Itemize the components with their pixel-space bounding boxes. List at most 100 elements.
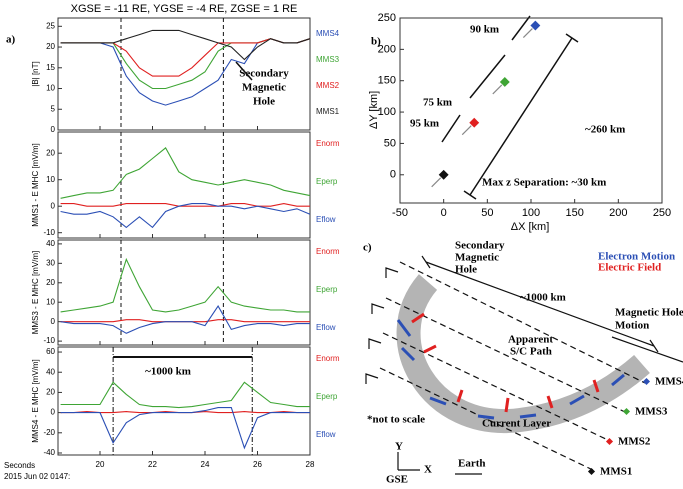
x-axis-label: ΔX [km] xyxy=(511,221,550,233)
x-tick-label: 200 xyxy=(609,207,627,219)
annotation-arrow xyxy=(235,61,253,81)
series-line xyxy=(60,29,311,61)
diagram-label: Electron Motion xyxy=(598,251,675,263)
y-axis-label: MMS1 - E MHC [mV/m] xyxy=(31,143,40,227)
y-tick-label: 250 xyxy=(378,12,396,24)
x-tick-label: 250 xyxy=(653,207,671,219)
y-tick-label: 40 xyxy=(46,239,55,248)
diagram-label: Magnetic Hole xyxy=(615,307,683,319)
diagram-label: ~1000 km xyxy=(520,292,566,304)
series-line xyxy=(60,257,310,313)
x-tick-label: -50 xyxy=(392,207,408,219)
legend-label: Enorm xyxy=(316,247,340,256)
annotation: Secondary xyxy=(239,68,289,80)
y-tick-label: 0 xyxy=(390,169,396,181)
diagram-label: MMS4 xyxy=(655,376,683,388)
series-line xyxy=(60,147,311,199)
x-tick-label: 0 xyxy=(441,207,447,219)
legend-label: MMS4 xyxy=(316,29,340,38)
spacecraft-marker xyxy=(622,407,631,416)
diagram-label: Secondary xyxy=(455,240,505,252)
x-tick-label: 26 xyxy=(253,460,262,469)
diagram-label: Magnetic xyxy=(455,252,499,264)
legend-label: Eperp xyxy=(316,285,338,294)
annotation: ~1000 km xyxy=(145,366,191,378)
annotation: Max z Separation: ~30 km xyxy=(482,177,606,189)
y-tick-label: 60 xyxy=(46,347,55,356)
y-tick-label: 25 xyxy=(46,21,55,30)
spacecraft-marker xyxy=(642,377,651,386)
diagram-label: MMS3 xyxy=(635,406,668,418)
spacecraft-marker xyxy=(587,467,596,476)
y-tick-label: -10 xyxy=(43,228,55,237)
x-tick-label: 50 xyxy=(481,207,493,219)
y-tick-label: -20 xyxy=(43,428,55,437)
y-tick-label: 10 xyxy=(46,297,55,306)
legend-label: Eperp xyxy=(316,392,338,401)
legend-label: Eflow xyxy=(316,215,336,224)
series-line xyxy=(60,381,310,409)
diagram-label: Electric Field xyxy=(598,262,661,274)
legend-label: Eperp xyxy=(316,177,338,186)
spacecraft-point xyxy=(438,169,449,180)
spacecraft-point xyxy=(530,20,541,31)
legend-label: Enorm xyxy=(316,354,340,363)
motion-arrow xyxy=(492,84,503,95)
annotation: 90 km xyxy=(470,24,499,36)
y-axis-label: ΔY [km] xyxy=(368,91,380,129)
y-tick-label: 20 xyxy=(46,42,55,51)
plot-frame xyxy=(57,17,311,131)
y-tick-label: 200 xyxy=(378,43,396,55)
diagram-label: S/C Path xyxy=(510,346,552,358)
series-line xyxy=(60,407,310,450)
x-tick-label: 20 xyxy=(96,460,105,469)
diagram-label: *not to scale xyxy=(367,414,425,426)
diagram-label: c) xyxy=(363,242,372,254)
x-tick-label: 24 xyxy=(201,460,210,469)
x-axis-label: Seconds xyxy=(4,461,35,470)
spacecraft-marker xyxy=(605,437,614,446)
x-tick-label: 150 xyxy=(565,207,583,219)
series-line xyxy=(60,203,311,229)
diagram-label: Apparent xyxy=(508,334,553,346)
diagram-label: Hole xyxy=(455,264,477,276)
y-tick-label: 15 xyxy=(46,63,55,72)
y-tick-label: 0 xyxy=(51,125,56,134)
y-tick-label: -10 xyxy=(43,336,55,345)
y-tick-label: 10 xyxy=(46,175,55,184)
motion-arrow xyxy=(461,125,472,136)
panel-label: b) xyxy=(371,36,381,48)
legend-label: Enorm xyxy=(316,139,340,148)
plot-frame xyxy=(57,346,311,456)
motion-arrow xyxy=(522,28,533,38)
diagram-label: Motion xyxy=(615,320,649,332)
legend-label: MMS2 xyxy=(316,81,340,90)
diagram-label: GSE xyxy=(386,474,408,484)
y-tick-label: 30 xyxy=(46,258,55,267)
y-tick-label: 20 xyxy=(46,278,55,287)
x-tick-label: 22 xyxy=(148,460,157,469)
date-label: 2015 Jun 02 0147: xyxy=(4,472,70,481)
diagram-label: Y xyxy=(395,441,403,453)
x-tick-label: 100 xyxy=(522,207,540,219)
y-tick-label: 20 xyxy=(46,388,55,397)
legend-label: MMS3 xyxy=(316,55,340,64)
diagram-label: X xyxy=(424,464,432,476)
diagram-label: Current Layer xyxy=(482,418,551,430)
y-tick-label: 40 xyxy=(46,367,55,376)
diagram-label: MMS1 xyxy=(600,466,632,478)
panel-b-art xyxy=(441,15,579,200)
legend-label: Eflow xyxy=(316,323,336,332)
legend-label: Eflow xyxy=(316,430,336,439)
y-tick-label: 10 xyxy=(46,84,55,93)
y-tick-label: 50 xyxy=(384,137,396,149)
y-axis-label: |B| [nT] xyxy=(31,61,40,87)
y-tick-label: 0 xyxy=(51,317,56,326)
series-line xyxy=(60,203,310,207)
legend-label: MMS1 xyxy=(316,107,340,116)
annotation: Magnetic xyxy=(242,82,286,94)
y-tick-label: 0 xyxy=(51,408,56,417)
y-tick-label: 0 xyxy=(51,201,56,210)
panel-label: a) xyxy=(6,34,16,46)
